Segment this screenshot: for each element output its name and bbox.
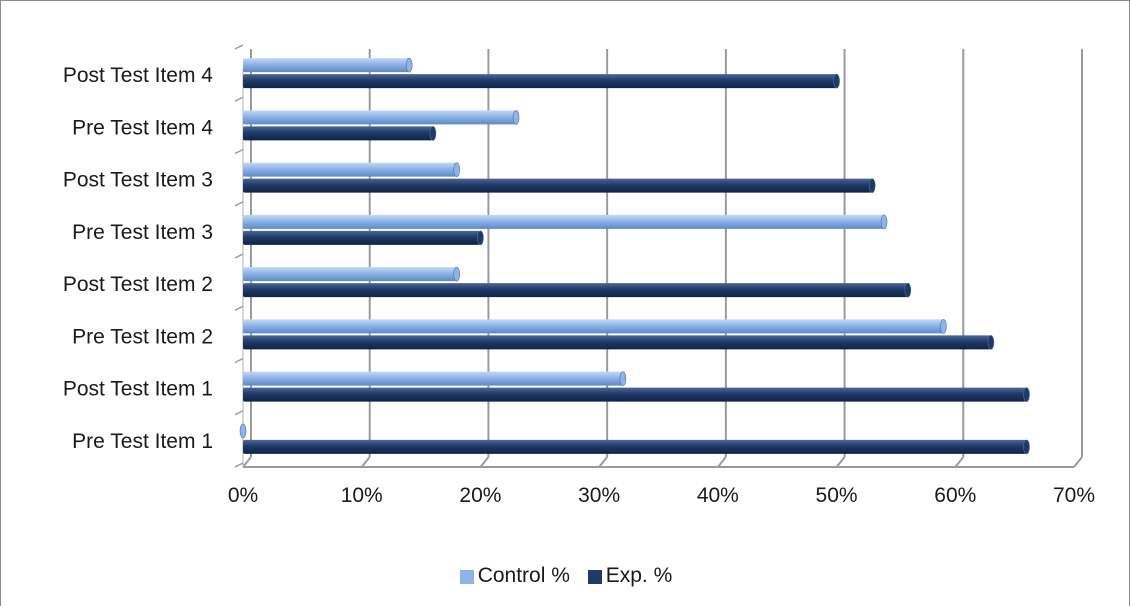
- x-tick-label: 60%: [934, 484, 976, 507]
- x-tick-label: 30%: [578, 484, 620, 507]
- bar-exp: [243, 178, 876, 193]
- y-tick-mark: [234, 305, 244, 311]
- bar-control-body: [243, 267, 457, 282]
- bar-exp-body: [243, 230, 481, 245]
- y-tick-mark: [234, 201, 244, 207]
- bar-control-body: [243, 319, 944, 334]
- bar-exp: [243, 73, 840, 89]
- bar-exp-cap: [429, 126, 437, 141]
- gridline-floor: [954, 456, 965, 468]
- legend-swatch-exp: [587, 569, 602, 584]
- bar-exp-cap: [1023, 387, 1030, 402]
- bar-exp-cap: [477, 230, 484, 246]
- bars-layer: [239, 57, 1030, 455]
- y-tick-label: Post Test Item 1: [63, 378, 213, 401]
- legend-item-control: Control %: [459, 564, 570, 588]
- bar-exp: [243, 335, 995, 350]
- bar-control: [243, 319, 947, 334]
- y-tick-mark: [234, 253, 244, 259]
- y-tick-mark: [234, 96, 244, 102]
- labels-layer: 0% 10% 20% 30% 40% 50% 60% 70% Pre Test Item 1 Po…: [63, 64, 1095, 507]
- y-tick-label: Post Test Item 2: [63, 273, 213, 296]
- bar-exp-body: [243, 439, 1027, 454]
- bar-exp-cap: [833, 73, 840, 89]
- y-tick-label: Pre Test Item 4: [72, 116, 213, 139]
- bar-exp: [243, 230, 484, 246]
- y-tick-mark: [234, 462, 244, 468]
- bar-control-cap: [512, 110, 520, 125]
- bar-control-body: [243, 58, 410, 73]
- y-tick-label: Post Test Item 4: [63, 64, 213, 87]
- x-tick-label: 50%: [816, 484, 858, 507]
- y-tick-label: Post Test Item 3: [63, 169, 213, 192]
- bar-exp-body: [243, 74, 837, 89]
- x-tick-label: 70%: [1053, 484, 1095, 507]
- gridline-floor: [360, 456, 371, 468]
- gridline-floor: [717, 456, 727, 468]
- gridline-floor: [598, 456, 608, 468]
- bar-exp-cap: [987, 335, 995, 350]
- bar-exp-body: [243, 178, 873, 193]
- bar-control: [243, 214, 888, 230]
- y-tick-label: Pre Test Item 3: [72, 221, 213, 244]
- legend-label-control: Control %: [477, 564, 570, 588]
- legend-item-exp: Exp. %: [587, 564, 673, 588]
- y-tick-label: Pre Test Item 2: [72, 325, 213, 348]
- bar-control-body: [243, 162, 457, 177]
- bar-control-cap: [619, 371, 627, 386]
- bar-control: [243, 110, 520, 125]
- legend: Control % Exp. %: [1, 564, 1130, 588]
- bar-control-cap: [453, 162, 460, 177]
- bar-control: [243, 371, 627, 386]
- bar-chart: 0% 10% 20% 30% 40% 50% 60% 70% Pre Test Item 1 Po…: [63, 44, 1095, 507]
- grid-layer: [234, 44, 1083, 468]
- bar-exp-cap: [904, 282, 912, 298]
- y-tick-mark: [234, 44, 244, 50]
- gridline-floor: [479, 456, 490, 468]
- bar-control-cap: [880, 214, 888, 230]
- bar-control-cap: [940, 319, 947, 334]
- x-tick-label: 10%: [341, 484, 383, 507]
- legend-label-exp: Exp. %: [605, 564, 673, 588]
- bar-exp-cap: [1023, 439, 1030, 455]
- bar-exp: [243, 282, 912, 298]
- bar-control-cap: [453, 266, 460, 282]
- legend-swatch-control: [459, 569, 474, 584]
- x-tick-label: 0%: [228, 484, 258, 507]
- y-tick-mark: [234, 148, 244, 155]
- bar-control-body: [243, 371, 623, 386]
- bar-control-body: [243, 110, 517, 125]
- bar-exp-cap: [868, 178, 876, 193]
- bar-control-cap: [405, 57, 413, 73]
- bar-exp: [243, 126, 437, 141]
- bar-control: [243, 266, 460, 282]
- bar-exp-body: [243, 126, 433, 141]
- x-tick-label: 20%: [459, 484, 501, 507]
- gridline-floor: [242, 456, 252, 468]
- bar-control-body: [243, 214, 885, 229]
- bar-control: [239, 423, 247, 439]
- bar-control-cap: [239, 423, 247, 439]
- bar-exp-body: [243, 335, 991, 350]
- bar-exp: [243, 387, 1030, 402]
- y-tick-label: Pre Test Item 1: [72, 430, 213, 453]
- bar-control: [243, 57, 413, 73]
- y-tick-mark: [234, 357, 244, 364]
- y-tick-mark: [234, 410, 244, 416]
- gridline-floor: [835, 456, 846, 468]
- x-tick-label: 40%: [697, 484, 739, 507]
- gridline-floor: [1073, 456, 1083, 468]
- bar-control: [243, 162, 460, 177]
- bar-exp-body: [243, 283, 908, 298]
- bar-exp: [243, 439, 1030, 455]
- bar-exp-body: [243, 387, 1027, 402]
